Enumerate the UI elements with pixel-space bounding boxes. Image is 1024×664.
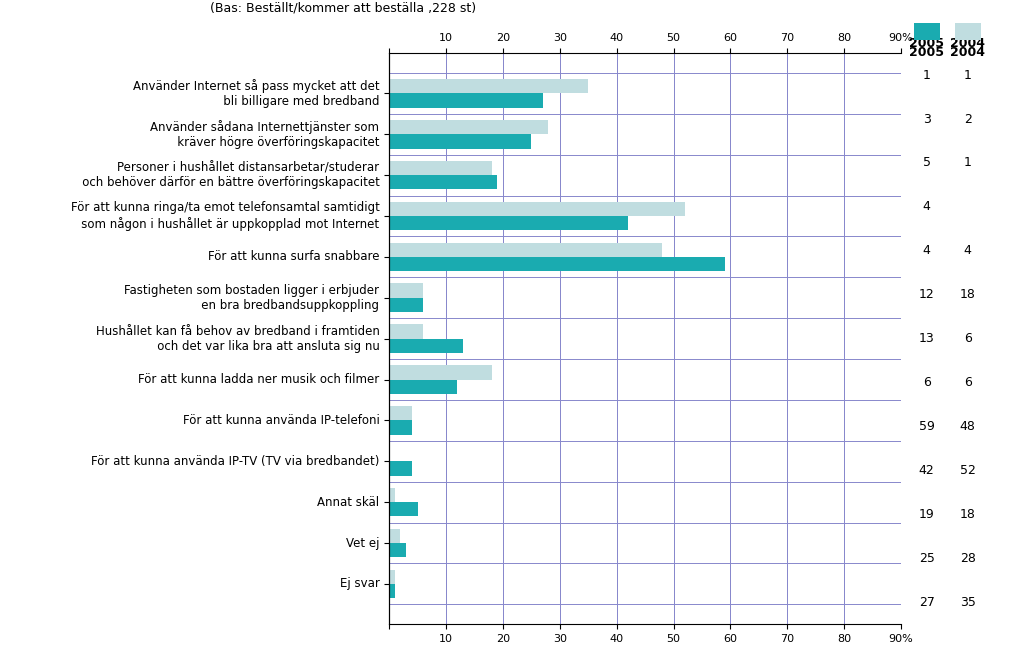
Bar (389, 242, 663, 257)
Text: 35: 35 (959, 596, 976, 609)
Bar (389, 284, 423, 297)
Text: 18: 18 (959, 288, 976, 301)
Bar (389, 543, 407, 557)
Text: 1: 1 (964, 157, 972, 169)
Bar (389, 502, 418, 517)
Bar (389, 461, 412, 475)
Bar (389, 202, 685, 216)
Bar (389, 134, 531, 149)
Text: 13: 13 (919, 332, 935, 345)
Bar (389, 161, 492, 175)
Text: 4: 4 (923, 244, 931, 257)
Bar (389, 488, 395, 502)
Bar (389, 339, 463, 353)
Bar (389, 529, 400, 543)
Text: 18: 18 (959, 508, 976, 521)
Bar (389, 175, 498, 189)
Bar (389, 324, 423, 339)
Bar (389, 257, 725, 271)
Bar (389, 380, 458, 394)
Text: 19: 19 (919, 508, 935, 521)
Bar (389, 420, 412, 435)
Bar (389, 216, 628, 230)
Text: 1: 1 (964, 68, 972, 82)
Bar (389, 406, 412, 420)
Text: 28: 28 (959, 552, 976, 565)
Text: 48: 48 (959, 420, 976, 433)
Text: 42: 42 (919, 464, 935, 477)
Bar (389, 120, 549, 134)
Text: 2004: 2004 (950, 46, 985, 60)
Text: 6: 6 (923, 376, 931, 389)
Text: 3: 3 (923, 112, 931, 125)
Text: 2: 2 (964, 112, 972, 125)
Text: 12: 12 (919, 288, 935, 301)
Text: 27: 27 (919, 596, 935, 609)
Text: 2005: 2005 (909, 37, 944, 50)
Bar (389, 570, 395, 584)
Text: 2004: 2004 (950, 37, 985, 50)
Text: 1: 1 (923, 68, 931, 82)
Text: 2005: 2005 (909, 46, 944, 60)
Bar (389, 79, 588, 94)
Text: 52: 52 (959, 464, 976, 477)
Bar (389, 365, 492, 380)
Text: 4: 4 (923, 201, 931, 213)
Bar (389, 297, 423, 312)
Text: 5: 5 (923, 157, 931, 169)
Bar (389, 584, 395, 598)
Bar (389, 94, 543, 108)
Text: 59: 59 (919, 420, 935, 433)
Text: 6: 6 (964, 332, 972, 345)
Text: 25: 25 (919, 552, 935, 565)
Text: 6: 6 (964, 376, 972, 389)
Text: 4: 4 (964, 244, 972, 257)
Text: (Bas: Beställt/kommer att beställa ,228 st): (Bas: Beställt/kommer att beställa ,228 … (210, 1, 476, 15)
